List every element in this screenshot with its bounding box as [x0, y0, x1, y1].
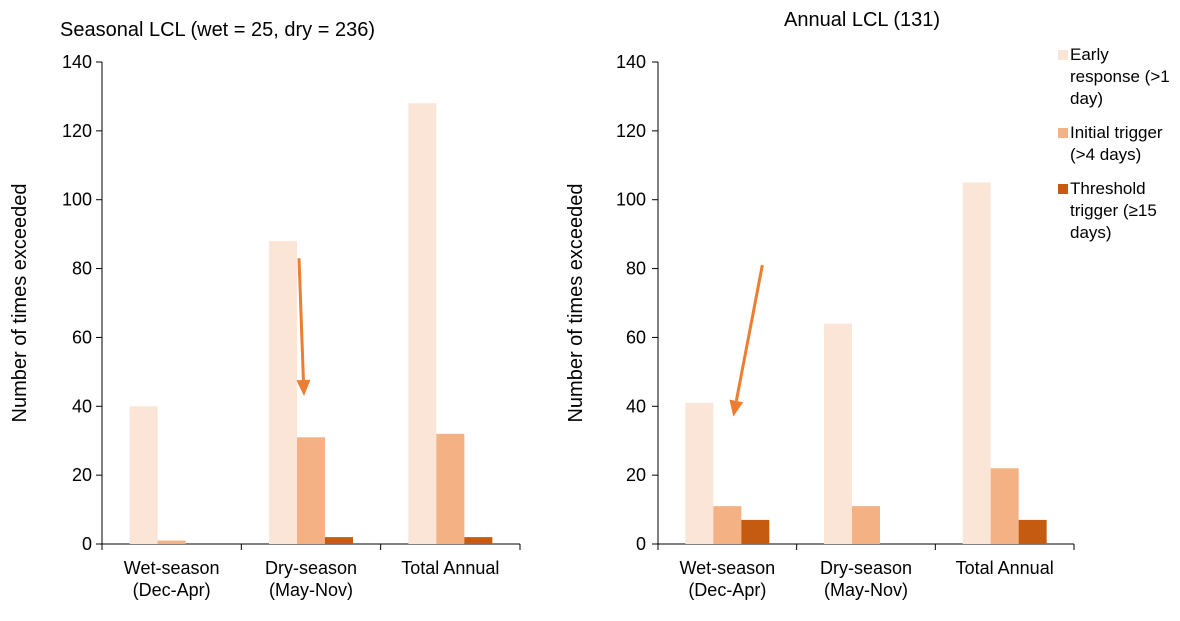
bar-early-response	[408, 103, 437, 545]
bar-threshold-trigger	[464, 537, 493, 544]
annotation-arrow-head	[296, 379, 311, 396]
bar-initial-trigger	[852, 506, 880, 544]
chart-title: Seasonal LCL (wet = 25, dry = 236)	[60, 19, 375, 41]
y-tick-label: 20	[626, 465, 646, 485]
y-tick-label: 40	[72, 396, 92, 416]
x-tick-label: Dry-season	[820, 558, 912, 578]
bar-early-response	[129, 406, 158, 544]
annotation-arrow-head	[729, 399, 744, 417]
x-tick-label: (May-Nov)	[824, 580, 908, 600]
y-tick-label: 120	[616, 121, 646, 141]
chart-panel-2: Annual LCL (131) Number of times exceeded…	[565, 9, 1075, 600]
bar-initial-trigger	[990, 468, 1019, 544]
x-tick-label: (May-Nov)	[269, 580, 353, 600]
x-tick-label: (Dec-Apr)	[133, 580, 211, 600]
y-tick-label: 80	[626, 259, 646, 279]
y-tick-label: 60	[626, 327, 646, 347]
y-axis-label: Number of times exceeded	[9, 183, 31, 422]
chart-panel-1: Seasonal LCL (wet = 25, dry = 236) Number…	[9, 19, 521, 600]
bar-early-response	[685, 402, 714, 544]
annotation-arrow-shaft	[734, 264, 764, 402]
y-tick-label: 140	[62, 52, 92, 72]
bar-early-response	[269, 241, 297, 544]
chart-title: Annual LCL (131)	[784, 9, 940, 31]
legend-item-early-response: Early response (>1 day)	[1058, 44, 1180, 110]
y-tick-label: 140	[616, 52, 646, 72]
y-axis-label: Number of times exceeded	[565, 183, 587, 422]
bar-initial-trigger	[297, 437, 325, 544]
bar-threshold-trigger	[325, 537, 353, 544]
y-tick-label: 120	[62, 121, 92, 141]
x-tick-label: Total Annual	[956, 558, 1054, 578]
y-tick-label: 80	[72, 259, 92, 279]
bar-threshold-trigger	[1018, 519, 1047, 544]
x-tick-label: Wet-season	[124, 558, 220, 578]
bar-early-response	[962, 182, 991, 544]
bar-initial-trigger	[713, 506, 742, 544]
bar-threshold-trigger	[741, 519, 770, 544]
y-tick-label: 0	[82, 534, 92, 554]
legend-label-initial-trigger: Initial trigger (>4 days)	[1070, 123, 1163, 164]
annotation-arrow-shaft	[297, 258, 305, 381]
y-tick-label: 100	[62, 190, 92, 210]
y-tick-label: 0	[636, 534, 646, 554]
bar-initial-trigger	[436, 433, 465, 544]
x-tick-label: (Dec-Apr)	[688, 580, 766, 600]
legend-swatch-initial-trigger	[1058, 128, 1068, 138]
legend-label-threshold-trigger: Threshold trigger (≥15 days)	[1070, 179, 1157, 242]
legend-label-early-response: Early response (>1 day)	[1070, 45, 1170, 108]
x-tick-label: Total Annual	[401, 558, 499, 578]
y-tick-label: 40	[626, 396, 646, 416]
y-tick-label: 20	[72, 465, 92, 485]
chart-legend: Early response (>1 day) Initial trigger …	[1058, 44, 1180, 256]
legend-swatch-early-response	[1058, 50, 1068, 60]
x-tick-label: Wet-season	[679, 558, 775, 578]
x-tick-label: Dry-season	[265, 558, 357, 578]
y-tick-label: 60	[72, 327, 92, 347]
legend-item-initial-trigger: Initial trigger (>4 days)	[1058, 122, 1180, 166]
bar-initial-trigger	[157, 540, 186, 544]
y-tick-label: 100	[616, 190, 646, 210]
bar-early-response	[824, 323, 852, 544]
legend-item-threshold-trigger: Threshold trigger (≥15 days)	[1058, 178, 1180, 244]
legend-swatch-threshold-trigger	[1058, 184, 1068, 194]
